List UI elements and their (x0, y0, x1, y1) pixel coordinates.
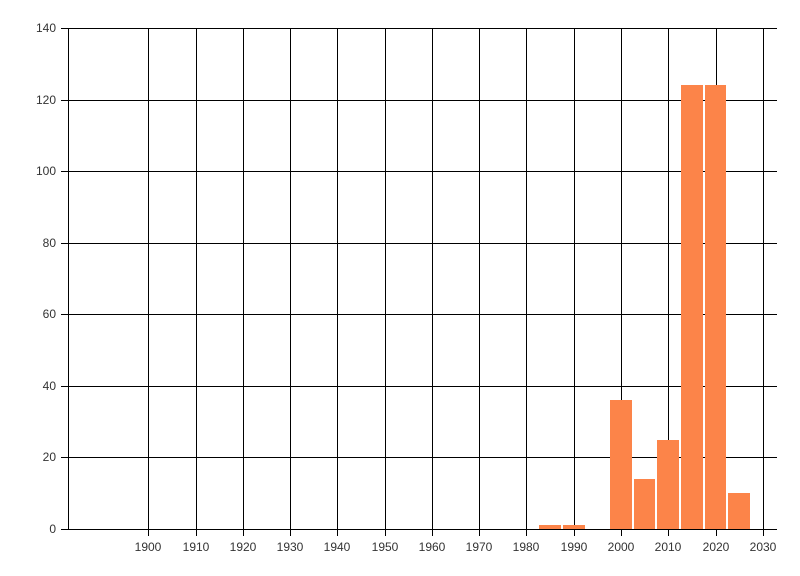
gridline-vertical (574, 28, 575, 529)
x-axis-tick (243, 529, 244, 536)
gridline-horizontal (68, 457, 777, 458)
y-axis-tick (61, 529, 68, 530)
y-axis-tick (61, 386, 68, 387)
x-axis-tick (290, 529, 291, 536)
x-axis-tick (574, 529, 575, 536)
x-axis-tick (432, 529, 433, 536)
y-axis-tick-label: 100 (35, 164, 56, 178)
x-axis-tick (337, 529, 338, 536)
gridline-vertical (196, 28, 197, 529)
gridline-vertical (148, 28, 149, 529)
bar (539, 525, 561, 529)
gridline-vertical (763, 28, 764, 529)
x-axis-tick (716, 529, 717, 536)
x-axis-tick-label: 1930 (276, 540, 304, 554)
gridline-vertical (432, 28, 433, 529)
x-axis-tick (621, 529, 622, 536)
x-axis-tick-label: 2030 (749, 540, 777, 554)
x-axis-tick-label: 1920 (229, 540, 257, 554)
gridline-vertical (243, 28, 244, 529)
x-axis-tick (148, 529, 149, 536)
x-axis-line (68, 529, 777, 530)
y-axis-labels: 0 20 40 60 80 100 120 140 (0, 0, 56, 576)
gridline-vertical (479, 28, 480, 529)
y-axis-tick-label: 0 (49, 522, 56, 536)
bar (728, 493, 750, 529)
x-axis-tick-label: 1900 (134, 540, 162, 554)
x-axis-tick (668, 529, 669, 536)
y-axis-tick (61, 243, 68, 244)
gridline-horizontal (68, 314, 777, 315)
y-axis-tick-label: 60 (42, 307, 56, 321)
gridline-vertical (668, 28, 669, 529)
bar (704, 85, 727, 529)
y-axis-tick-label: 140 (35, 21, 56, 35)
bar (657, 439, 680, 529)
gridline-horizontal (68, 28, 777, 29)
x-axis-tick (479, 529, 480, 536)
x-axis-tick-label: 1970 (465, 540, 493, 554)
y-axis-tick (61, 28, 68, 29)
gridline-vertical (621, 28, 622, 529)
gridline-vertical (337, 28, 338, 529)
bar (562, 525, 585, 529)
gridline-horizontal (68, 100, 777, 101)
x-axis-tick-label: 1990 (560, 540, 588, 554)
x-axis-tick (763, 529, 764, 536)
gridline-horizontal (68, 386, 777, 387)
bar (610, 400, 632, 529)
y-axis-tick (61, 457, 68, 458)
gridline-vertical (290, 28, 291, 529)
x-axis-tick-label: 2000 (607, 540, 635, 554)
gridline-horizontal (68, 171, 777, 172)
y-axis-line (68, 28, 69, 529)
bars-layer (68, 28, 777, 529)
plot-area (68, 28, 777, 530)
x-axis-tick-label: 1910 (182, 540, 210, 554)
x-axis-tick-label: 1980 (512, 540, 540, 554)
y-axis-tick (61, 100, 68, 101)
y-axis-tick-label: 40 (42, 379, 56, 393)
x-axis-tick-label: 1960 (418, 540, 446, 554)
gridline-vertical (526, 28, 527, 529)
gridline-horizontal (68, 243, 777, 244)
x-axis-tick (196, 529, 197, 536)
y-axis-tick-label: 80 (42, 236, 56, 250)
x-axis-tick-label: 2020 (702, 540, 730, 554)
y-axis-tick-label: 120 (35, 93, 56, 107)
y-axis-tick-label: 20 (42, 450, 56, 464)
bar (633, 478, 656, 529)
x-axis-tick-label: 1940 (323, 540, 351, 554)
x-axis-tick (385, 529, 386, 536)
y-axis-tick (61, 314, 68, 315)
bar (681, 85, 703, 529)
y-axis-tick (61, 171, 68, 172)
x-axis-tick-label: 1950 (371, 540, 399, 554)
x-axis-tick (526, 529, 527, 536)
x-axis-tick-label: 2010 (654, 540, 682, 554)
gridline-vertical (385, 28, 386, 529)
